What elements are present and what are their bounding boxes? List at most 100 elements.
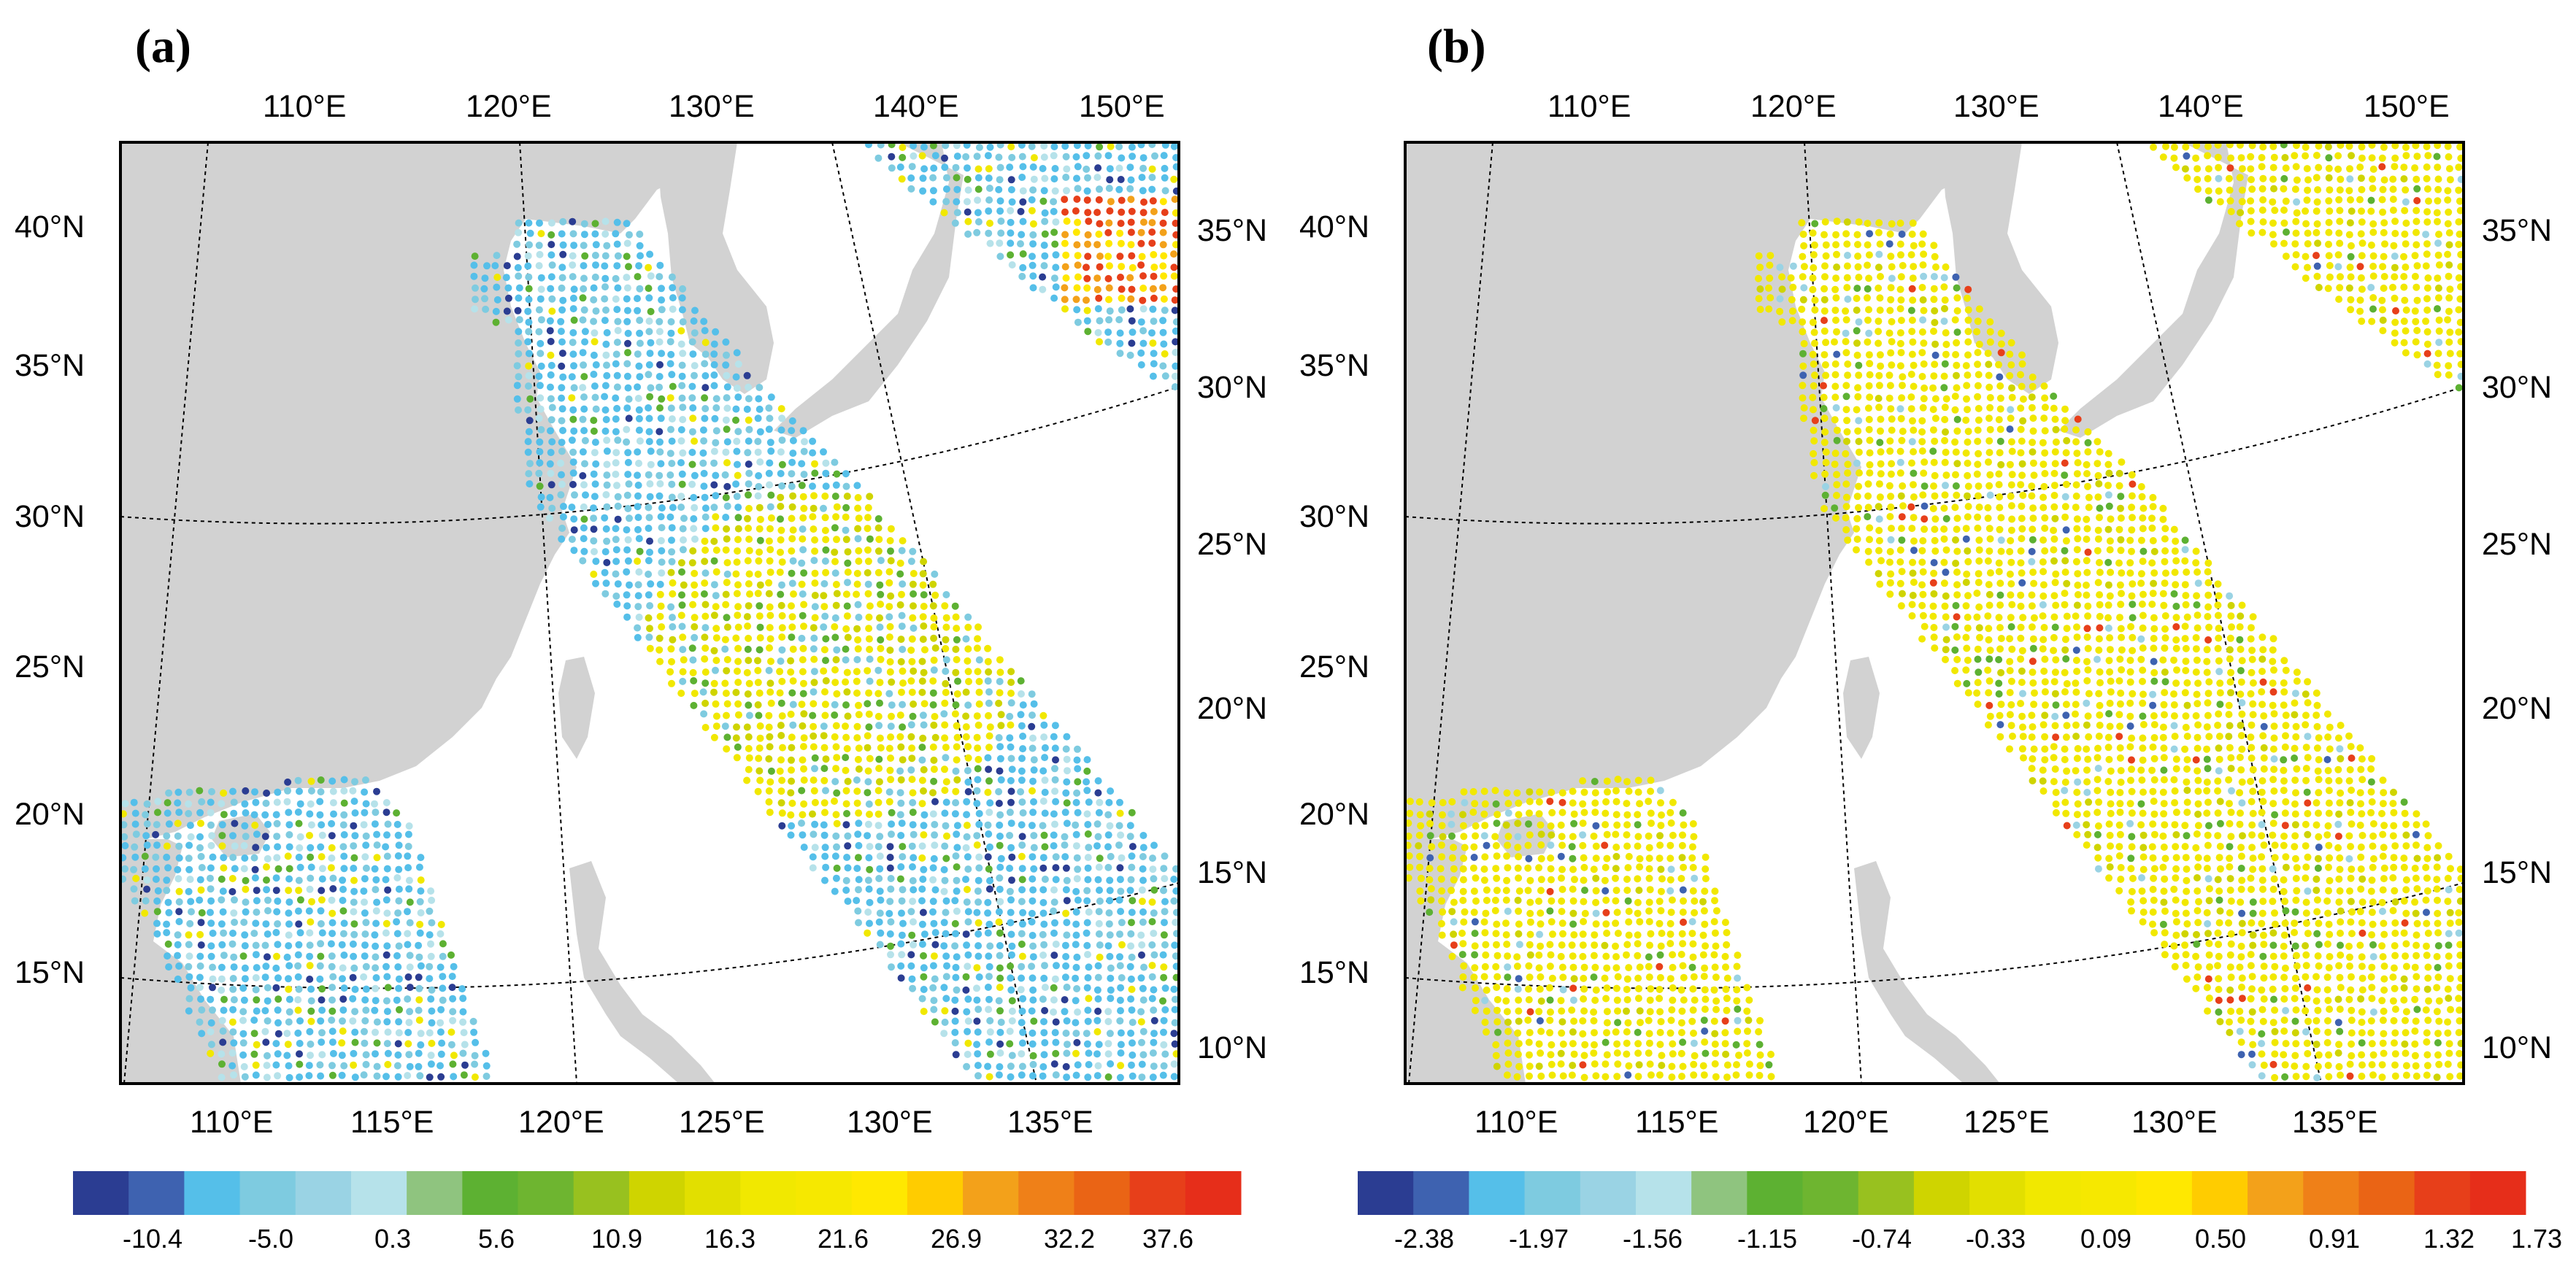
data-point xyxy=(1953,514,1961,522)
data-point xyxy=(810,634,818,642)
data-point xyxy=(2096,612,2104,620)
data-point xyxy=(833,503,841,511)
data-point xyxy=(1930,328,1937,335)
data-point xyxy=(2118,569,2126,577)
data-point xyxy=(1115,164,1123,172)
data-point xyxy=(328,962,336,970)
data-point xyxy=(1170,1073,1178,1081)
data-point xyxy=(1018,798,1026,806)
data-point xyxy=(2127,622,2135,630)
data-point xyxy=(1951,406,1959,414)
data-point xyxy=(2039,503,2048,512)
data-point xyxy=(634,525,642,533)
data-point xyxy=(570,547,578,555)
data-point xyxy=(613,601,621,608)
data-point xyxy=(1930,590,1938,598)
data-point xyxy=(1910,426,1918,434)
data-point xyxy=(1898,525,1905,533)
data-point xyxy=(547,338,555,345)
data-point xyxy=(175,962,183,970)
data-point xyxy=(677,559,685,567)
data-point xyxy=(557,328,565,336)
data-point xyxy=(787,831,795,839)
data-point xyxy=(264,930,272,938)
data-point xyxy=(2214,580,2222,588)
data-point xyxy=(1040,242,1048,250)
data-point xyxy=(2269,198,2277,206)
data-point xyxy=(2302,711,2310,719)
colorbar-swatch xyxy=(128,1171,185,1215)
data-point xyxy=(1973,328,1981,336)
data-point xyxy=(691,690,699,698)
data-point xyxy=(1008,1007,1016,1015)
data-point xyxy=(734,644,742,652)
data-point xyxy=(1028,690,1036,698)
data-point xyxy=(1139,984,1147,992)
data-point xyxy=(1150,208,1158,215)
data-point xyxy=(1041,217,1049,225)
data-point xyxy=(691,471,699,479)
data-point xyxy=(733,349,741,357)
data-point xyxy=(1159,219,1167,227)
data-point xyxy=(920,964,928,972)
data-point xyxy=(1063,187,1070,195)
data-point xyxy=(2356,163,2364,171)
data-point xyxy=(2106,722,2114,730)
data-point xyxy=(1910,481,1917,489)
data-point xyxy=(2050,678,2058,686)
data-point xyxy=(405,876,413,884)
data-point xyxy=(887,918,895,926)
data-point xyxy=(1050,175,1058,183)
data-point xyxy=(1083,296,1090,304)
data-point xyxy=(395,841,403,849)
data-point xyxy=(569,481,577,488)
data-point xyxy=(898,688,905,696)
data-point xyxy=(580,306,588,314)
data-point xyxy=(1886,548,1894,555)
data-point xyxy=(405,822,413,830)
data-point xyxy=(1875,219,1883,227)
data-point xyxy=(679,404,687,412)
data-point xyxy=(1006,1027,1014,1035)
data-point xyxy=(1139,164,1147,172)
data-point xyxy=(634,350,642,358)
data-point xyxy=(2161,644,2169,652)
data-point xyxy=(536,438,544,446)
data-point xyxy=(263,1073,271,1081)
data-point xyxy=(1974,437,1982,445)
data-point xyxy=(2115,559,2123,567)
data-point xyxy=(601,514,609,522)
data-point xyxy=(449,1060,457,1068)
data-point xyxy=(997,854,1005,862)
data-point xyxy=(656,404,664,412)
data-point xyxy=(2258,688,2266,696)
data-point xyxy=(1842,449,1850,458)
data-point xyxy=(2424,274,2432,282)
data-point xyxy=(1974,524,1982,532)
data-point xyxy=(898,819,906,827)
data-point xyxy=(777,722,785,730)
data-point xyxy=(558,447,566,455)
data-point xyxy=(2073,623,2080,631)
data-point xyxy=(974,635,982,643)
data-point xyxy=(614,502,622,510)
data-point xyxy=(909,877,917,884)
data-point xyxy=(361,1027,368,1035)
data-point xyxy=(283,1030,291,1038)
data-point xyxy=(942,680,950,687)
data-point xyxy=(1117,1029,1125,1037)
data-point xyxy=(645,471,653,479)
data-point xyxy=(1809,393,1817,401)
data-point xyxy=(920,557,928,566)
data-point xyxy=(1909,274,1917,282)
data-point xyxy=(351,1073,359,1081)
data-point xyxy=(973,964,981,972)
data-point xyxy=(1962,525,1970,533)
data-point xyxy=(2325,197,2333,205)
data-point xyxy=(1105,284,1113,292)
data-point xyxy=(1105,316,1113,324)
data-point xyxy=(546,460,554,468)
data-point xyxy=(2226,655,2234,663)
data-point xyxy=(2248,646,2256,655)
data-point xyxy=(2073,470,2081,478)
